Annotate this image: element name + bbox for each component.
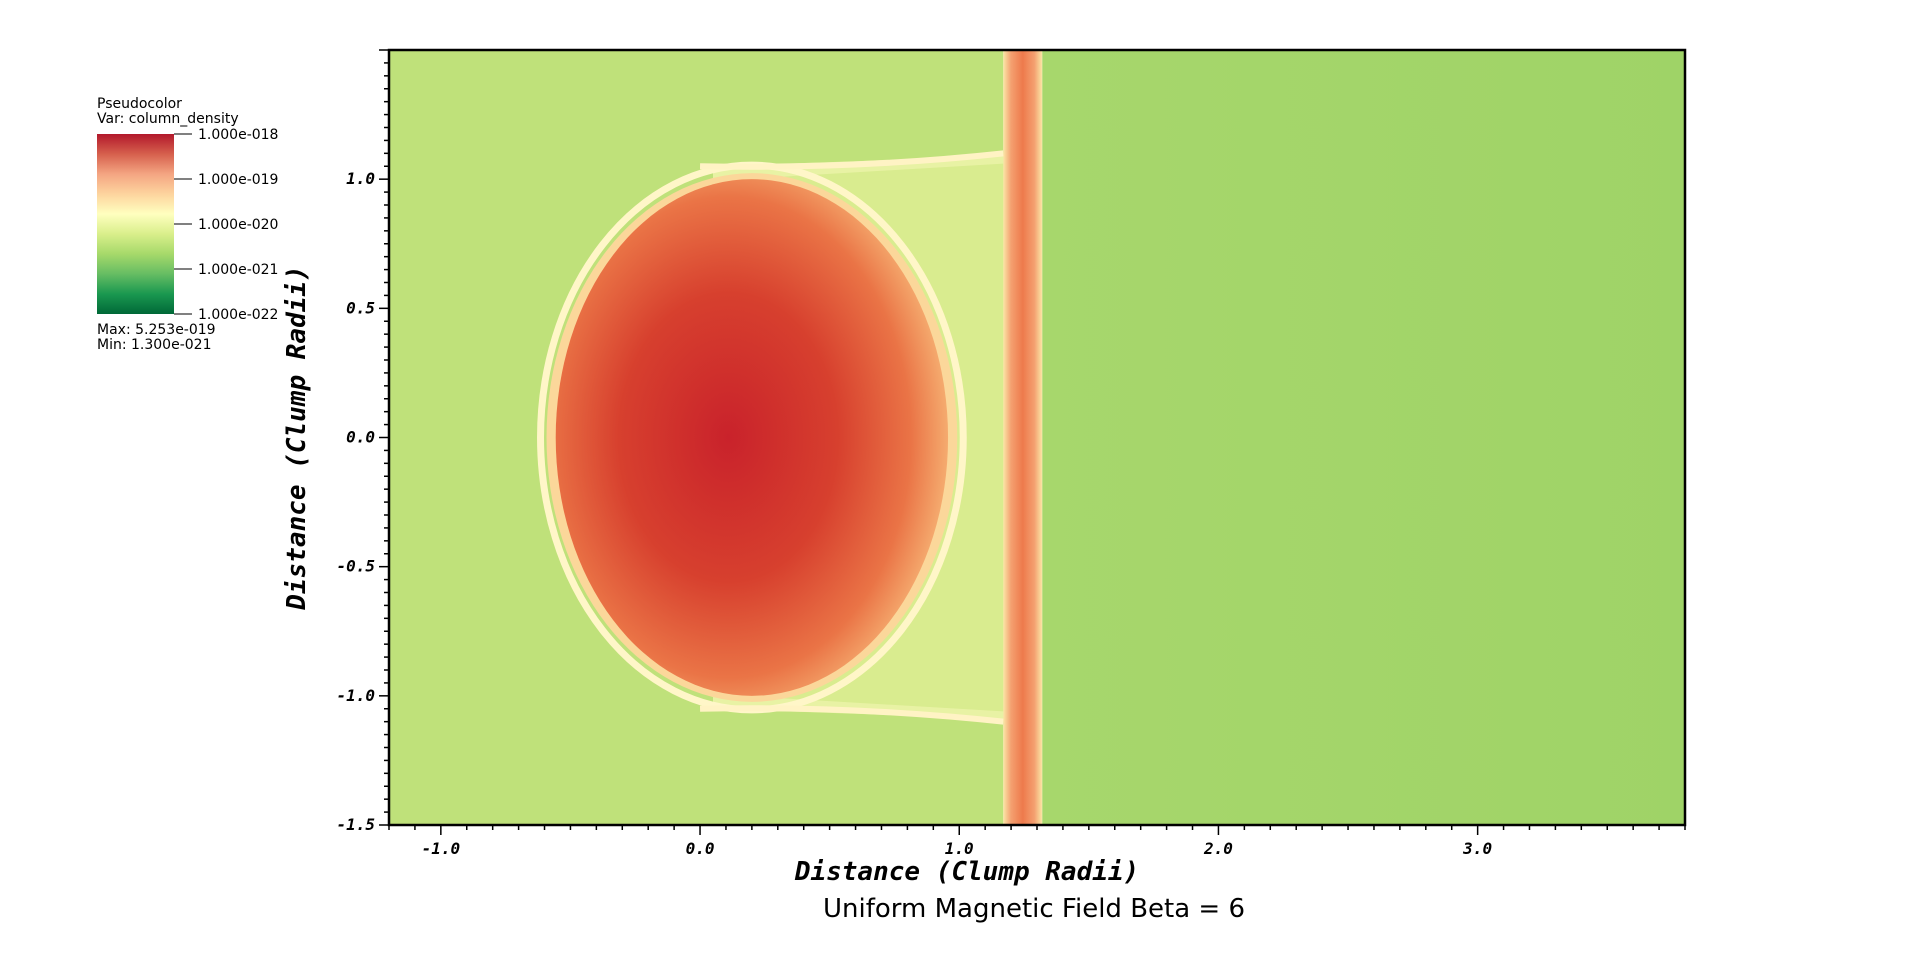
vertical-band [1003, 50, 1043, 825]
y-axis-title: Distance (Clump Radii) [282, 265, 312, 610]
background-right [1042, 50, 1685, 825]
streamer-top [699, 150, 1004, 170]
legend-min: Min: 1.300e-021 [97, 337, 211, 353]
x-tick-label: 0.0 [686, 839, 715, 858]
chart-caption: Uniform Magnetic Field Beta = 6 [823, 894, 1245, 924]
axes: -1.0 0.0 1.0 2.0 3.0 1.0 0.5 0.0 -0.5 -1.0 -1.5 [336, 49, 1686, 858]
colorbar-tick-label: 1.000e-019 [198, 172, 278, 188]
y-tick-label: -1.5 [336, 815, 375, 834]
streamer-bottom [699, 705, 1004, 725]
x-axis-title: Distance (Clump Radii) [794, 857, 1139, 887]
colorbar-tick-label: 1.000e-018 [198, 127, 278, 143]
x-tick-label: -1.0 [422, 839, 461, 858]
y-tick-label: 0.0 [346, 428, 375, 447]
legend-title: Pseudocolor [97, 96, 182, 112]
legend: Pseudocolor Var: column_density 1.000e-0… [97, 96, 278, 353]
colorbar-tick-label: 1.000e-020 [198, 217, 278, 233]
x-tick-label: 1.0 [945, 839, 974, 858]
y-tick-label: -0.5 [336, 557, 375, 576]
x-tick-label: 2.0 [1203, 839, 1233, 858]
legend-variable: Var: column_density [97, 111, 239, 127]
y-tick-label: 1.0 [346, 169, 375, 188]
clump-body [555, 179, 949, 696]
colorbar [97, 134, 174, 314]
heatmap-field [389, 50, 1685, 825]
legend-max: Max: 5.253e-019 [97, 322, 216, 338]
colorbar-tick-label: 1.000e-021 [198, 262, 278, 278]
x-tick-label: 3.0 [1462, 839, 1492, 858]
y-tick-label: 0.5 [346, 298, 375, 317]
colorbar-ticks: 1.000e-018 1.000e-019 1.000e-020 1.000e-021… [174, 127, 278, 323]
y-tick-label: -1.0 [336, 686, 375, 705]
colorbar-tick-label: 1.000e-022 [198, 307, 278, 323]
